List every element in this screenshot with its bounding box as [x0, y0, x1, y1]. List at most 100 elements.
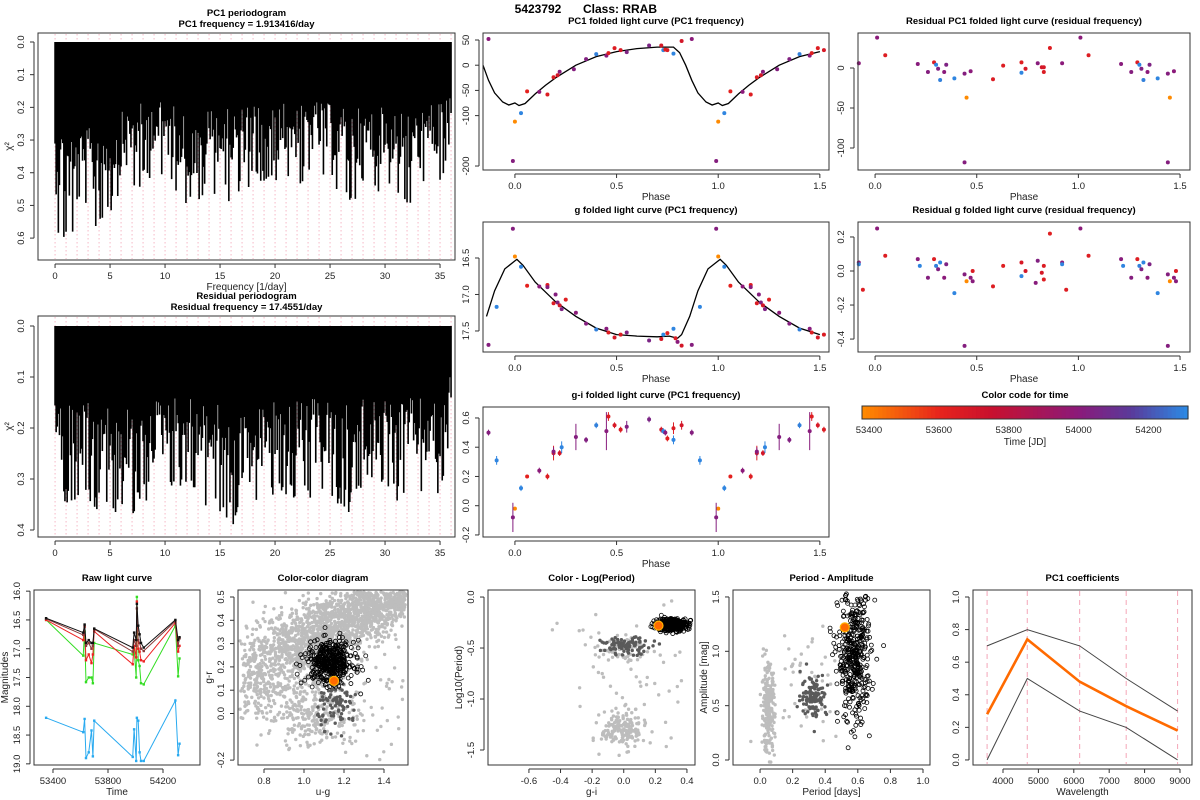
x-axis-label: Time: [106, 787, 128, 798]
catalog-point: [243, 700, 247, 704]
y-tick-label: 0.4: [461, 441, 472, 454]
catalog-point: [267, 627, 271, 631]
x-tick-label: 54000: [1065, 425, 1091, 436]
data-point: [132, 728, 136, 731]
data-point: [964, 279, 969, 284]
colorbar-cell: [1073, 406, 1079, 419]
data-point: [1145, 275, 1150, 280]
catalog-point: [367, 631, 372, 636]
catalog-point-rr: [335, 652, 341, 658]
data-point: [714, 158, 719, 163]
catalog-point-rr: [663, 624, 669, 630]
colorbar-cell: [1167, 406, 1173, 419]
catalog-point: [293, 652, 297, 657]
catalog-point: [614, 691, 619, 695]
data-point: [142, 649, 145, 653]
catalog-point: [243, 681, 247, 685]
catalog-point: [394, 615, 398, 619]
plot-frame: [482, 32, 830, 171]
catalog-point: [340, 615, 345, 619]
colorbar-cell: [1110, 406, 1116, 419]
data-point: [809, 51, 814, 56]
catalog-point: [394, 603, 398, 608]
x-tick-label: 20: [270, 271, 281, 282]
catalog-point: [271, 648, 276, 652]
data-point: [647, 43, 652, 48]
data-point: [1129, 275, 1134, 280]
colorbar-cell: [1122, 406, 1128, 419]
catalog-point: [338, 701, 342, 705]
catalog-point: [265, 717, 269, 721]
catalog-point: [323, 605, 328, 610]
catalog-point: [340, 704, 345, 708]
catalog-point: [284, 628, 288, 632]
data-point: [139, 659, 143, 662]
data-point: [1145, 70, 1150, 74]
catalog-point: [269, 693, 273, 698]
catalog-point: [613, 647, 618, 651]
catalog-point: [262, 686, 267, 691]
catalog-point: [312, 620, 317, 624]
catalog-point: [652, 649, 657, 654]
catalog-point-rr: [331, 670, 337, 676]
data-point: [754, 301, 759, 306]
catalog-point: [283, 624, 288, 628]
data-point: [661, 332, 666, 337]
data-point: [936, 66, 941, 71]
y-tick-label: -100: [836, 138, 847, 157]
catalog-point-rr: [321, 633, 327, 638]
x-tick-label: 53400: [40, 776, 66, 787]
catalog-point: [277, 658, 282, 662]
catalog-point-rr: [319, 675, 325, 681]
catalog-point: [348, 594, 353, 599]
catalog-point: [597, 713, 601, 717]
colorbar-cell: [919, 406, 924, 419]
x-tick-label: 0.5: [610, 181, 623, 192]
data-point: [135, 600, 139, 603]
catalog-point: [261, 677, 266, 681]
data-point: [512, 506, 517, 511]
catalog-point-rr: [328, 667, 333, 673]
catalog-point: [621, 641, 626, 645]
catalog-point: [306, 664, 311, 668]
catalog-point-rr: [354, 654, 360, 660]
catalog-point: [269, 719, 274, 723]
plot-frame: [33, 589, 201, 766]
catalog-point: [299, 726, 304, 731]
catalog-point: [384, 684, 389, 688]
catalog-point: [373, 645, 377, 649]
catalog-point: [374, 612, 378, 616]
data-point: [137, 624, 140, 627]
catalog-point: [354, 604, 359, 608]
colorbar-cell: [910, 406, 916, 419]
catalog-point: [251, 627, 255, 631]
catalog-point: [630, 648, 634, 653]
catalog-point: [366, 599, 371, 603]
x-tick-label: 0.0: [617, 776, 630, 787]
data-point: [494, 458, 499, 463]
catalog-point: [348, 623, 352, 628]
current-object-marker: [653, 620, 664, 631]
catalog-point: [286, 669, 290, 673]
data-point: [934, 263, 939, 268]
data-point: [815, 335, 820, 340]
catalog-point: [270, 673, 274, 678]
catalog-point: [624, 721, 628, 726]
data-point: [990, 284, 995, 289]
catalog-point: [337, 724, 341, 728]
catalog-point: [328, 624, 332, 628]
catalog-point: [300, 625, 304, 629]
catalog-point: [627, 727, 631, 732]
catalog-point-rr: [662, 618, 668, 624]
catalog-point: [626, 749, 631, 754]
catalog-point: [295, 645, 299, 649]
data-point: [142, 646, 145, 649]
catalog-point: [634, 640, 638, 645]
catalog-point: [288, 615, 292, 620]
catalog-point: [608, 646, 612, 650]
catalog-point-rr: [338, 652, 344, 658]
catalog-point: [315, 596, 319, 601]
data-point: [1060, 262, 1065, 267]
catalog-point: [355, 714, 359, 719]
catalog-point: [336, 705, 340, 709]
